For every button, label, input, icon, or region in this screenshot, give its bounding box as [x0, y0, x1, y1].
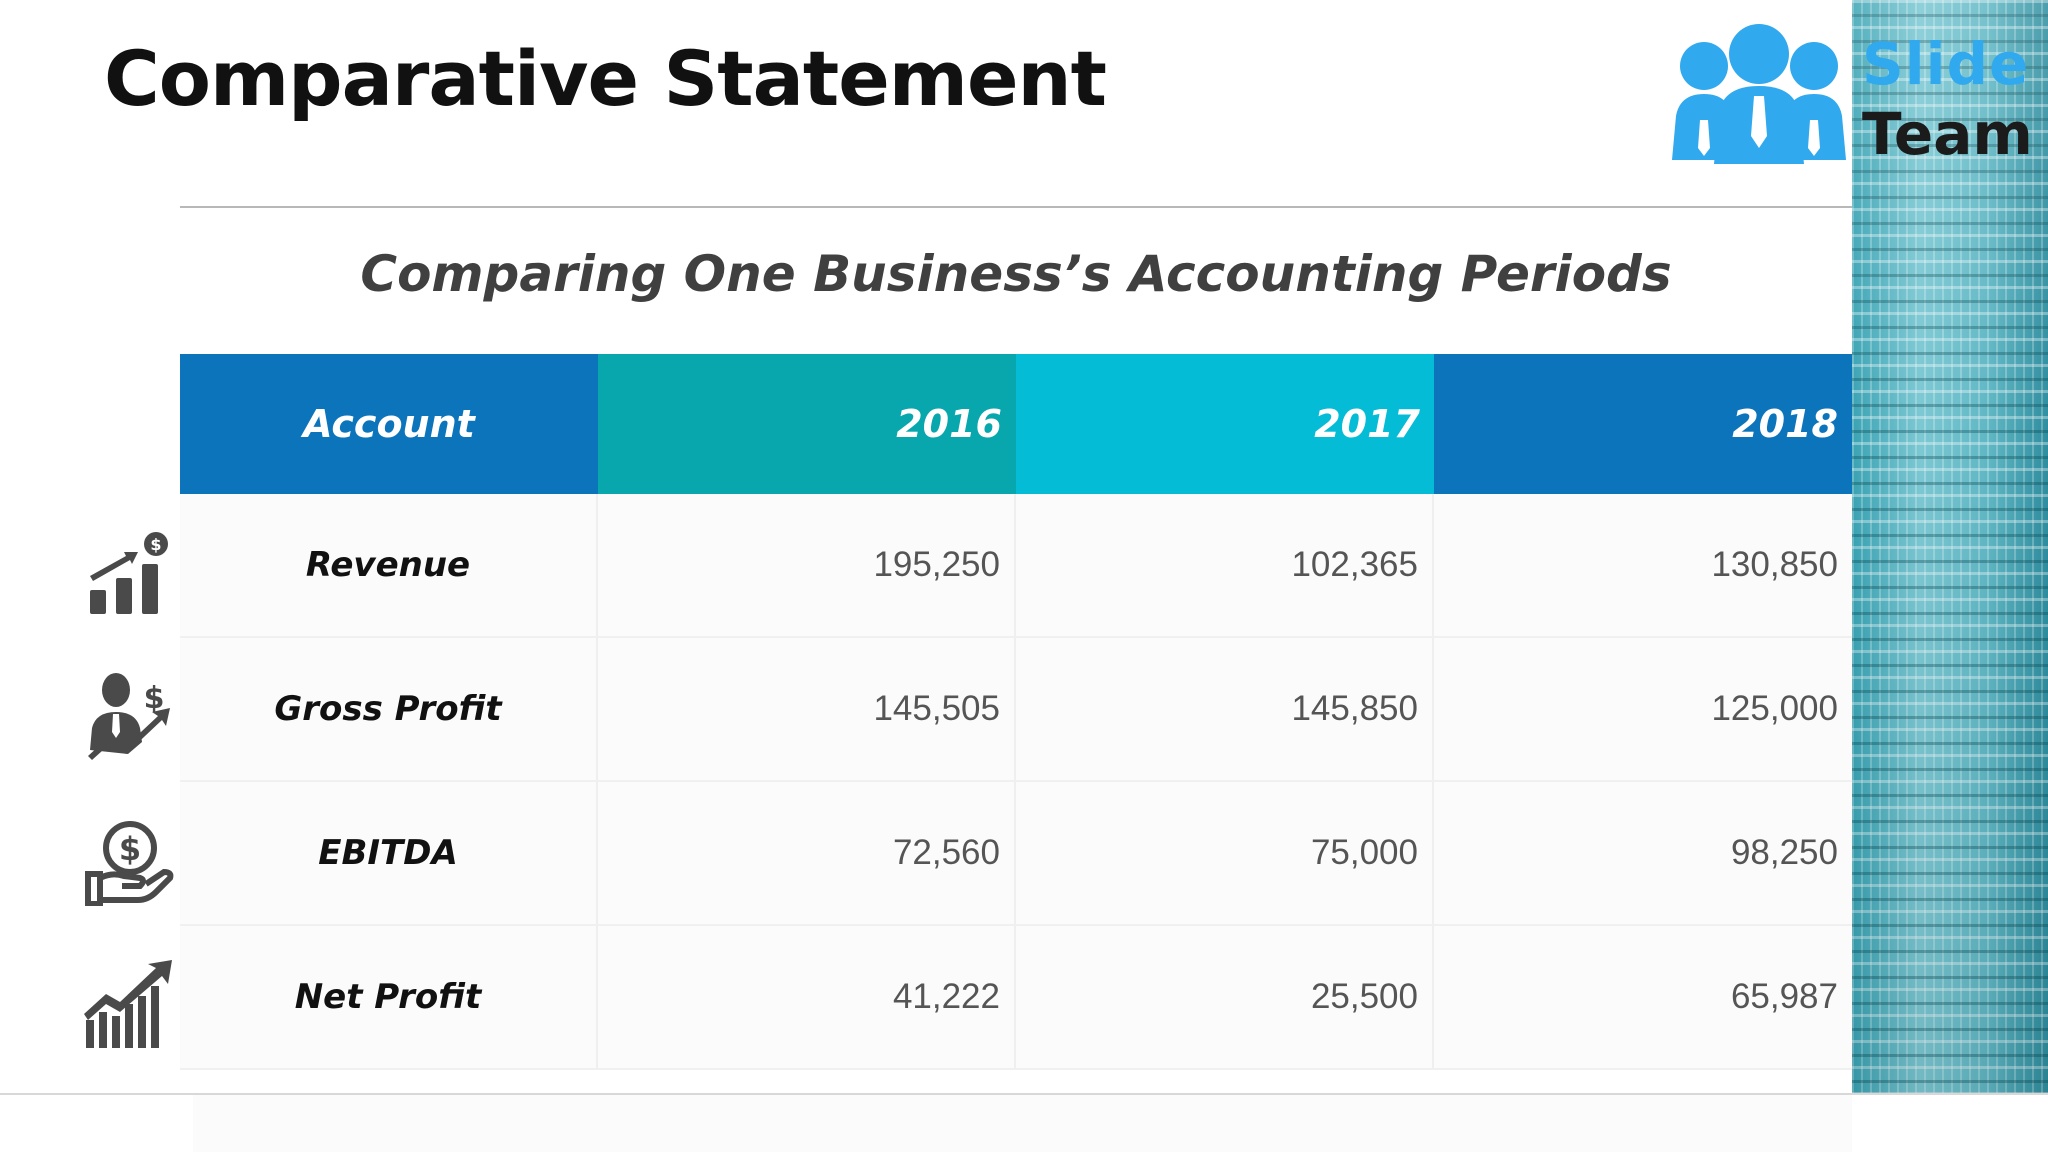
table-row-net-profit: Net Profit 41,222 25,500 65,987: [180, 926, 1852, 1070]
row-label: Gross Profit: [180, 638, 598, 780]
svg-text:$: $: [119, 830, 141, 868]
header-2018: 2018: [1434, 354, 1852, 494]
cell-2016: 41,222: [598, 926, 1016, 1068]
logo-word-team: Team: [1862, 100, 2033, 168]
businessman-profit-icon: $: [82, 670, 174, 762]
header-2016: 2016: [598, 354, 1016, 494]
cell-2017: 102,365: [1016, 494, 1434, 636]
cell-2016: 72,560: [598, 782, 1016, 924]
cell-2017: 75,000: [1016, 782, 1434, 924]
row-label: Net Profit: [180, 926, 598, 1068]
slide-subtitle: Comparing One Business’s Accounting Peri…: [360, 245, 1672, 303]
comparison-table: Account 2016 2017 2018 Revenue 195,250 1…: [180, 354, 1852, 1070]
footer-strip: [193, 1095, 1852, 1152]
cell-2018: 65,987: [1730, 977, 1838, 1016]
header-account: Account: [180, 354, 598, 494]
cell-2017: 145,850: [1016, 638, 1434, 780]
growth-chart-icon: [82, 958, 174, 1050]
slide-title: Comparative Statement: [104, 34, 1107, 123]
title-divider: [180, 206, 1852, 208]
people-group-icon: [1662, 24, 1856, 164]
hand-coin-icon: $: [82, 814, 174, 906]
coin-stack-photo: [1852, 0, 2048, 1093]
row-label: EBITDA: [180, 782, 598, 924]
svg-text:$: $: [150, 535, 161, 554]
table-row-revenue: Revenue 195,250 102,365 130,850: [180, 494, 1852, 638]
footer-divider: [0, 1093, 2048, 1095]
svg-text:$: $: [144, 681, 165, 716]
header-2017: 2017: [1016, 354, 1434, 494]
cell-2018: 98,250: [1730, 833, 1838, 872]
cell-2017: 25,500: [1016, 926, 1434, 1068]
row-label: Revenue: [180, 494, 598, 636]
table-row-ebitda: EBITDA 72,560 75,000 98,250: [180, 782, 1852, 926]
cell-2018: 130,850: [1711, 545, 1838, 584]
logo-word-slide: Slide: [1862, 30, 2030, 98]
cell-2016: 145,505: [598, 638, 1016, 780]
table-header-row: Account 2016 2017 2018: [180, 354, 1852, 494]
cell-2016: 195,250: [598, 494, 1016, 636]
coin-stack-photo-overlay: [1852, 0, 2048, 1093]
cell-2018: 125,000: [1711, 689, 1838, 728]
table-row-gross-profit: Gross Profit 145,505 145,850 125,000: [180, 638, 1852, 782]
bar-growth-dollar-icon: $: [82, 528, 174, 620]
